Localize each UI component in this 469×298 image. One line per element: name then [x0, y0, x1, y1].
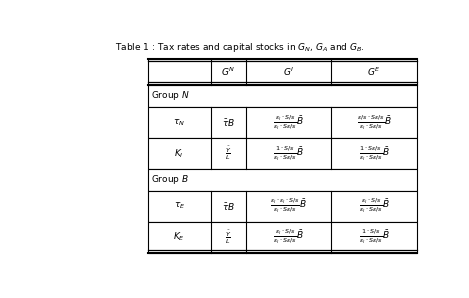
Text: $G^E$: $G^E$	[367, 66, 381, 78]
Text: $K_E$: $K_E$	[174, 231, 185, 243]
Text: $\frac{\varepsilon_l \cdot S/s}{\varepsilon_l \cdot S\varepsilon/s}\bar{B}$: $\frac{\varepsilon_l \cdot S/s}{\varepsi…	[273, 228, 304, 246]
Text: $\frac{1 \cdot S/s}{\varepsilon_l \cdot S\varepsilon/s}\bar{B}$: $\frac{1 \cdot S/s}{\varepsilon_l \cdot …	[358, 228, 389, 246]
Text: $\frac{1 \cdot S\varepsilon/s}{\varepsilon_l \cdot S\varepsilon/s}\bar{B}$: $\frac{1 \cdot S\varepsilon/s}{\varepsil…	[358, 144, 389, 162]
Text: $\frac{\varepsilon_l \cdot \varepsilon_l \cdot S/s}{\varepsilon_l \cdot S\vareps: $\frac{\varepsilon_l \cdot \varepsilon_l…	[270, 197, 307, 215]
Bar	[148, 107, 416, 138]
Text: $K_I$: $K_I$	[174, 147, 184, 160]
Text: Group $N$: Group $N$	[151, 89, 190, 103]
Text: $\frac{\varepsilon_l \cdot S/s}{\varepsilon_l \cdot S\varepsilon/s}\bar{B}$: $\frac{\varepsilon_l \cdot S/s}{\varepsi…	[273, 113, 304, 132]
Text: $\frac{1 \cdot S/s}{\varepsilon_l \cdot S\varepsilon/s}\bar{B}$: $\frac{1 \cdot S/s}{\varepsilon_l \cdot …	[273, 144, 304, 162]
Text: $\frac{\bar{Y}}{L}$: $\frac{\bar{Y}}{L}$	[225, 145, 232, 162]
Text: $\bar{\tau}B$: $\bar{\tau}B$	[222, 201, 235, 212]
Text: $G^N$: $G^N$	[221, 66, 235, 78]
Text: $\frac{\varepsilon_l \cdot S/s}{\varepsilon_l \cdot S\varepsilon/s}\bar{B}$: $\frac{\varepsilon_l \cdot S/s}{\varepsi…	[358, 197, 389, 215]
Text: $\frac{\bar{Y}}{L}$: $\frac{\bar{Y}}{L}$	[225, 228, 232, 246]
Bar	[148, 85, 416, 107]
Text: $\tau_E$: $\tau_E$	[174, 201, 185, 211]
Bar	[148, 169, 416, 191]
Bar	[148, 59, 416, 85]
Text: $\tau_N$: $\tau_N$	[173, 117, 185, 128]
Text: Group $B$: Group $B$	[151, 173, 189, 186]
Text: $\frac{\varepsilon/s \cdot S\varepsilon/s}{\varepsilon_l \cdot S\varepsilon/s}\b: $\frac{\varepsilon/s \cdot S\varepsilon/…	[356, 113, 391, 131]
Text: $\bar{\tau}B$: $\bar{\tau}B$	[222, 117, 235, 128]
Text: Table 1 : Tax rates and capital stocks in $G_N$, $G_A$ and $G_B$.: Table 1 : Tax rates and capital stocks i…	[115, 41, 365, 55]
Bar	[148, 138, 416, 169]
Bar	[148, 222, 416, 253]
Text: $G^I$: $G^I$	[283, 66, 294, 78]
Bar	[148, 191, 416, 222]
